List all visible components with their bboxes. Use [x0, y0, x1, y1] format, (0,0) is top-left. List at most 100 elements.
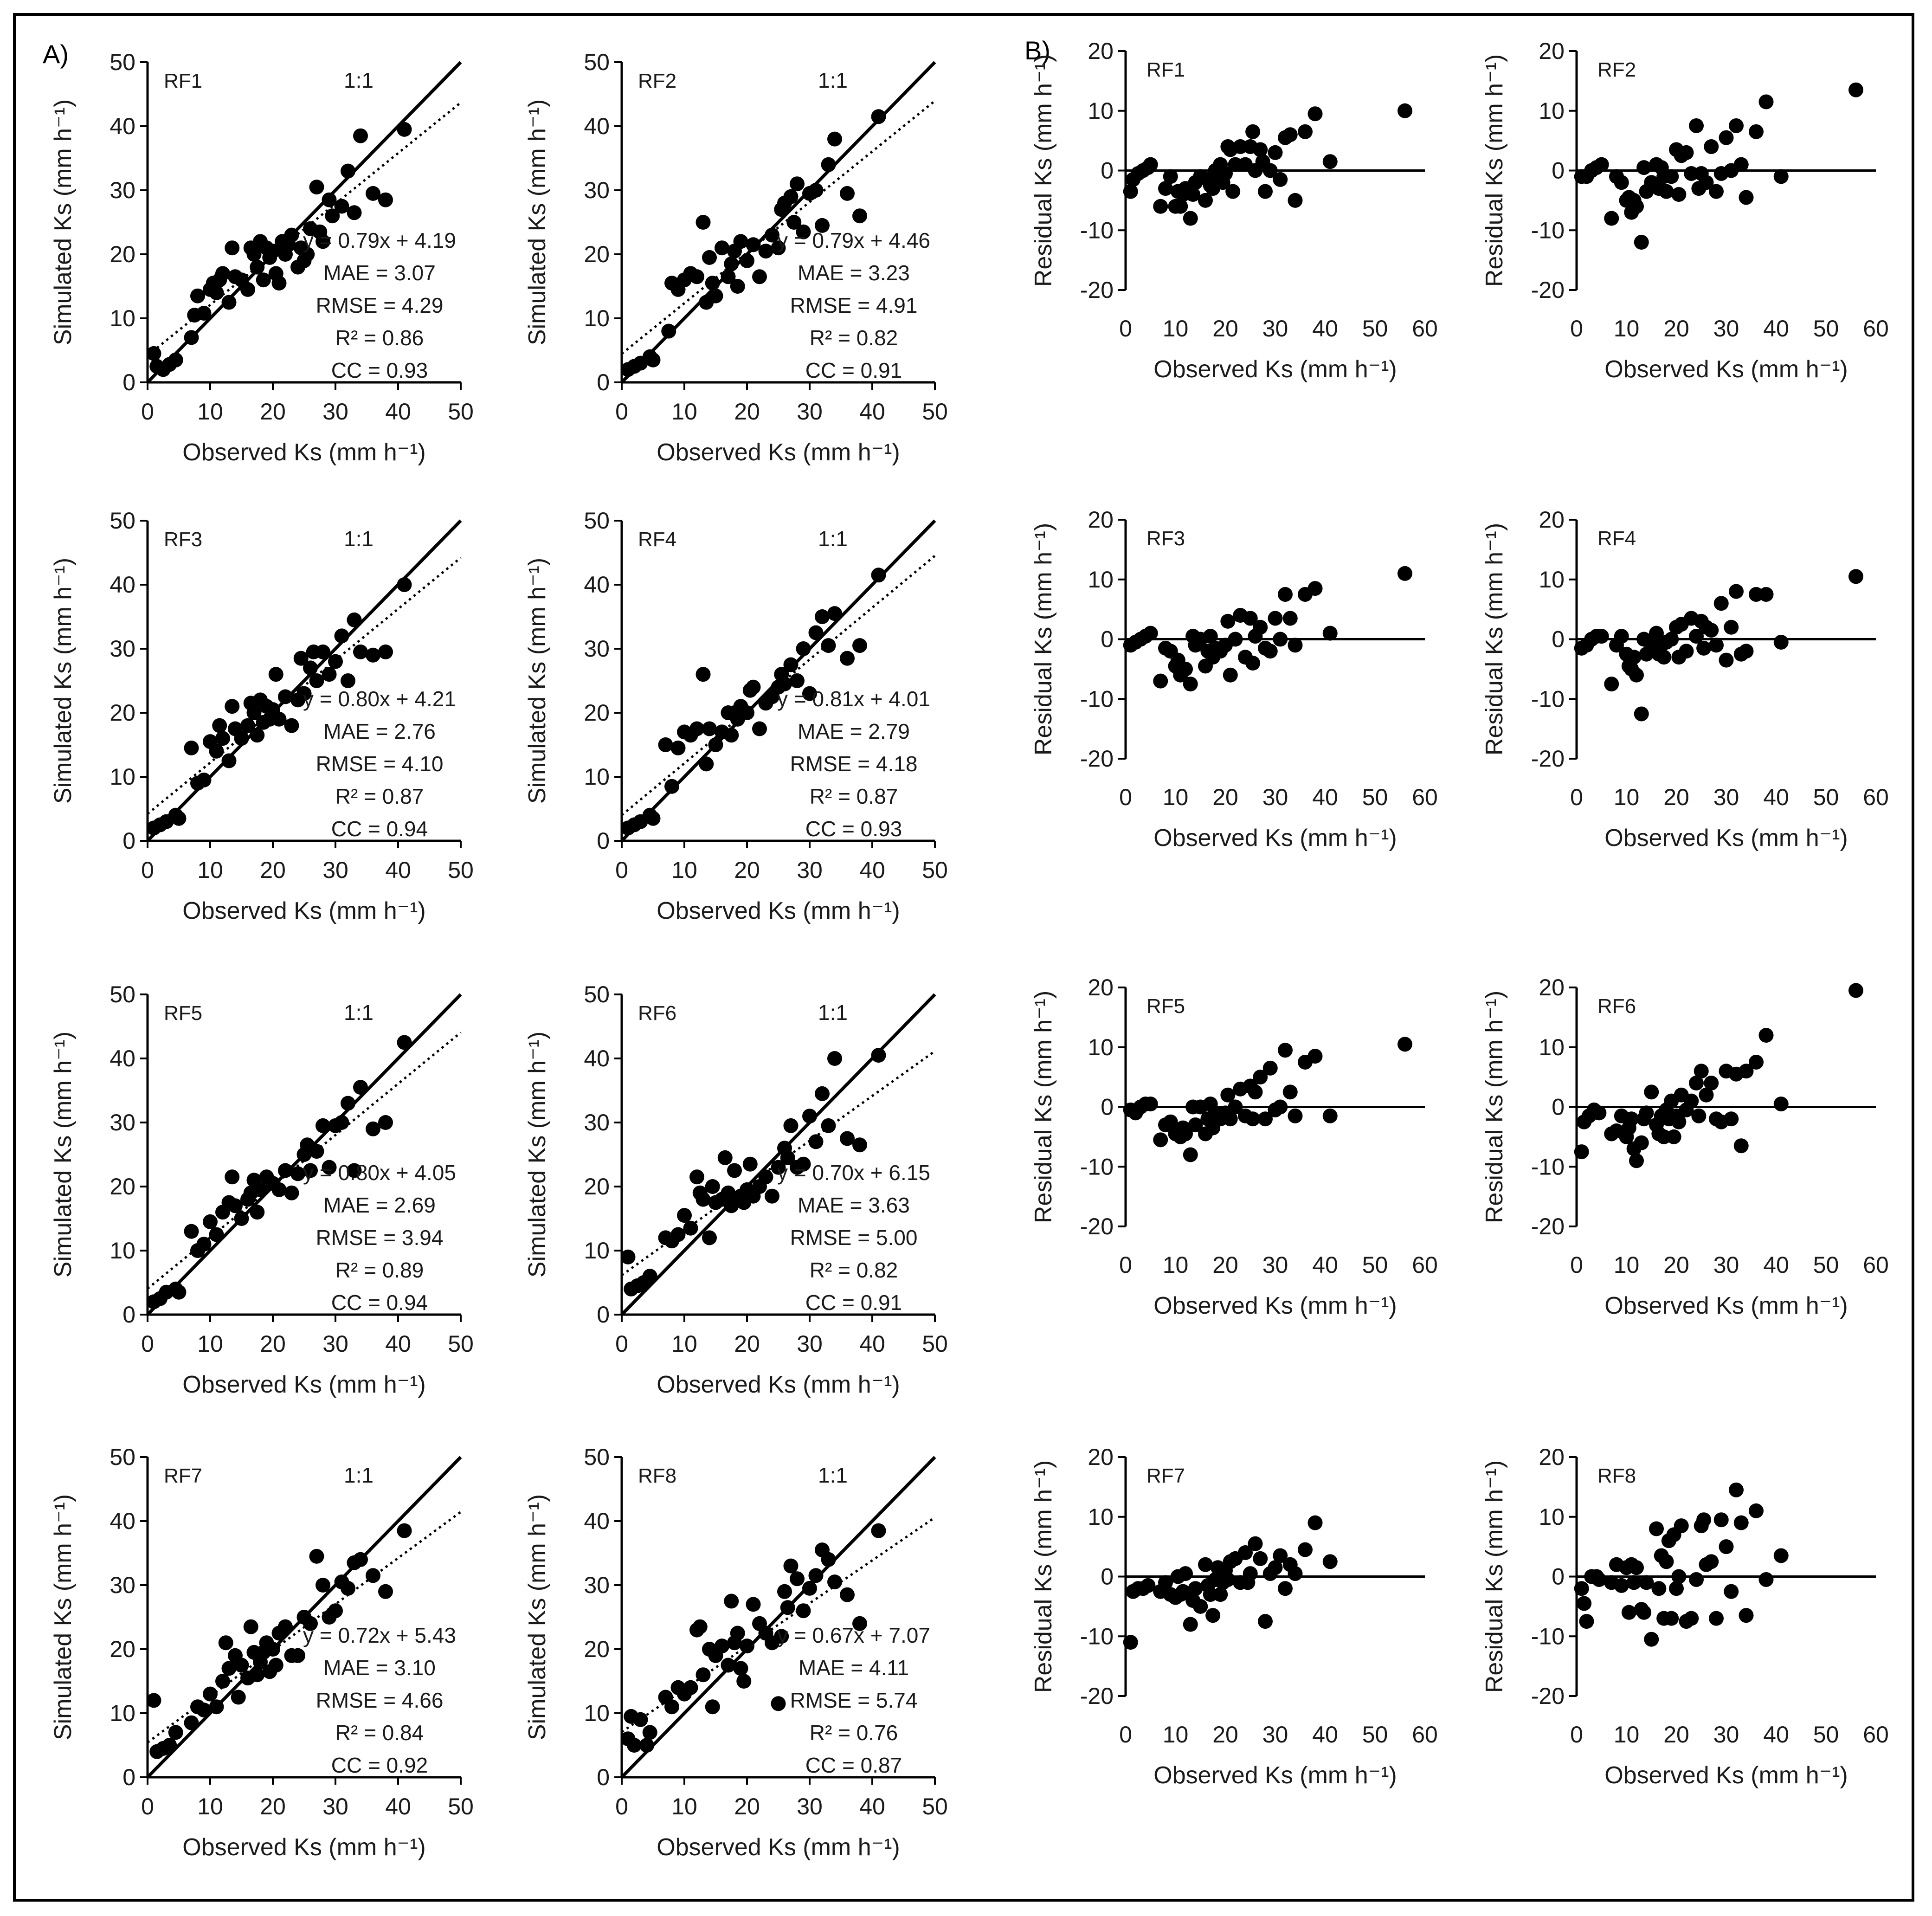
data-point: [1288, 1108, 1303, 1123]
data-point: [702, 1230, 717, 1245]
data-point: [221, 1661, 237, 1676]
y-tick-label: 20: [1088, 507, 1114, 533]
x-tick-label: 20: [734, 399, 760, 425]
x-tick-label: 10: [197, 857, 223, 883]
data-point: [1604, 211, 1619, 226]
data-point: [341, 1096, 355, 1111]
x-tick-label: 10: [671, 399, 697, 425]
x-tick-label: 50: [1813, 1252, 1839, 1278]
data-point: [243, 1619, 258, 1634]
y-tick-label: 20: [584, 241, 610, 267]
chart-b-rf6: -20 -10 0 10 20 0 10 20 30 40 50 60 Observed Ks (mm …: [1481, 974, 1889, 1319]
y-tick-label: 10: [1088, 1034, 1114, 1060]
stat-annotation: MAE = 3.63: [798, 1193, 910, 1217]
data-point: [234, 1658, 249, 1673]
chart-title: RF6: [638, 1002, 676, 1025]
data-point: [752, 269, 767, 284]
data-point: [316, 234, 330, 249]
x-tick-label: 20: [734, 1331, 760, 1357]
x-tick-label: 60: [1412, 1722, 1438, 1748]
data-point: [234, 1211, 249, 1226]
data-point: [1253, 1551, 1268, 1566]
y-tick-label: 50: [109, 1444, 135, 1470]
stat-annotation: R² = 0.82: [810, 326, 898, 350]
data-point: [689, 721, 704, 736]
data-point: [730, 1626, 745, 1641]
one-to-one-label: 1:1: [818, 68, 848, 92]
data-point: [1758, 1572, 1774, 1587]
data-point: [1298, 1542, 1313, 1557]
data-point: [278, 1163, 293, 1178]
y-tick-label: 20: [1539, 507, 1565, 533]
data-point: [250, 1667, 265, 1683]
data-point: [1733, 1515, 1749, 1530]
stat-annotation: MAE = 2.76: [323, 719, 436, 743]
data-point: [1175, 1584, 1191, 1599]
data-point: [1282, 127, 1298, 142]
x-tick-label: 20: [260, 399, 286, 425]
data-point: [1153, 673, 1168, 689]
data-point: [746, 679, 761, 695]
y-tick-label: 30: [584, 636, 610, 662]
data-point: [1262, 163, 1278, 178]
y-tick-label: 20: [1539, 38, 1565, 64]
data-point: [702, 250, 717, 265]
data-point: [284, 227, 299, 243]
data-point: [771, 240, 786, 256]
y-tick-label: 20: [1088, 1444, 1114, 1470]
data-point: [777, 676, 792, 691]
data-point: [1238, 1545, 1253, 1560]
one-to-one-label: 1:1: [344, 68, 374, 92]
data-point: [218, 1635, 233, 1651]
stat-annotation: MAE = 2.79: [798, 719, 910, 743]
data-point: [271, 1182, 287, 1197]
data-point: [815, 609, 830, 624]
chart-a-rf5: 0 10 20 30 40 50 0 10 20 30 40 50 Observed Ks (mm h⁻…: [50, 981, 474, 1398]
data-point: [1629, 1153, 1644, 1168]
data-point: [689, 1169, 704, 1185]
data-point: [1679, 145, 1694, 160]
x-tick-label: 10: [197, 399, 223, 425]
data-point: [1178, 1126, 1193, 1142]
x-tick-label: 30: [1262, 316, 1288, 342]
data-point: [724, 256, 739, 271]
x-tick-label: 0: [1119, 1252, 1132, 1278]
data-point: [815, 218, 830, 233]
data-point: [1733, 157, 1749, 172]
y-tick-label: 20: [109, 1174, 135, 1200]
data-point: [715, 240, 729, 256]
data-point: [1666, 1129, 1681, 1144]
x-tick-label: 40: [1312, 1722, 1338, 1748]
x-axis-title: Observed Ks (mm h⁻¹): [657, 439, 900, 466]
data-point: [758, 1169, 773, 1185]
data-point: [1248, 1084, 1263, 1100]
data-point: [1709, 638, 1724, 653]
data-point: [724, 1593, 739, 1609]
x-tick-label: 60: [1863, 316, 1889, 342]
data-point: [1397, 1037, 1412, 1052]
data-point: [1684, 1093, 1699, 1109]
data-point: [1664, 1611, 1679, 1626]
data-point: [1719, 652, 1734, 668]
x-tick-label: 40: [1312, 316, 1338, 342]
data-point: [1614, 175, 1629, 190]
y-tick-label: 40: [109, 113, 135, 139]
x-axis-title: Observed Ks (mm h⁻¹): [657, 897, 900, 924]
y-tick-label: -20: [1531, 277, 1565, 303]
stat-annotation: R² = 0.89: [335, 1258, 424, 1282]
x-tick-label: 40: [1763, 784, 1789, 810]
data-point: [664, 779, 679, 794]
y-tick-label: 0: [122, 1302, 135, 1328]
data-point: [1193, 1599, 1208, 1614]
data-point: [190, 288, 205, 303]
data-point: [1659, 184, 1674, 199]
data-point: [184, 1715, 199, 1730]
x-tick-label: 30: [797, 1793, 823, 1819]
x-tick-label: 50: [1813, 316, 1839, 342]
stat-annotation: y = 0.81x + 4.01: [777, 687, 930, 711]
data-point: [1278, 587, 1293, 602]
data-point: [699, 756, 714, 772]
data-point: [1178, 661, 1193, 677]
data-point: [1626, 650, 1642, 665]
data-point: [203, 1214, 218, 1229]
